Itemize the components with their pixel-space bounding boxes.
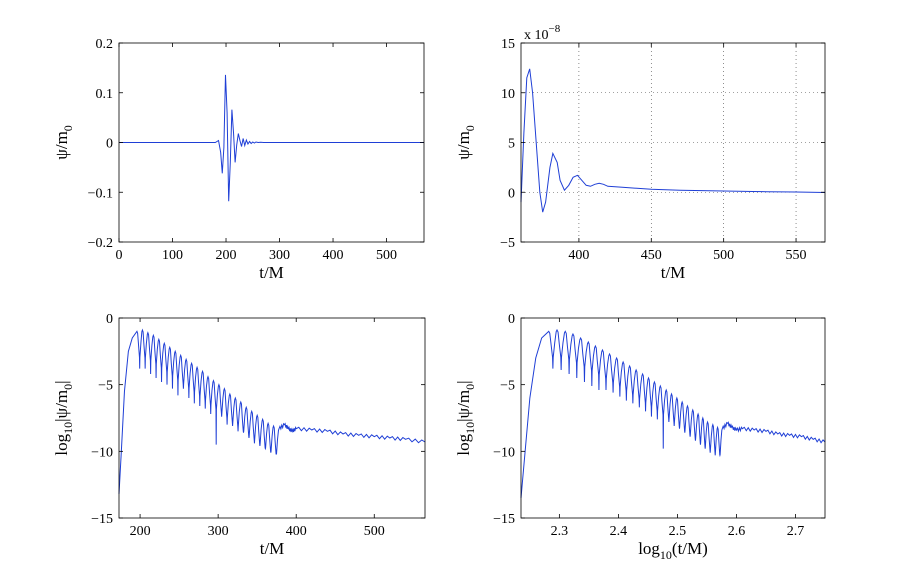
x-tick-label: 400: [323, 248, 344, 263]
x-tick-label: 300: [269, 248, 290, 263]
y-tick-label: −15: [91, 512, 113, 527]
x-tick-label: 550: [786, 248, 807, 263]
y-tick-label: −0.2: [88, 236, 113, 251]
y-tick-label: 10: [501, 87, 515, 102]
y-tick-label: 0: [508, 186, 515, 201]
x-tick-label: 400: [568, 248, 589, 263]
y-tick-label: −15: [493, 512, 515, 527]
y-tick-label: −0.1: [88, 186, 113, 201]
y-axis-label: log10|ψ/m0|: [52, 380, 75, 455]
y-axis-label: ψ/m0: [52, 125, 75, 160]
panel-p3: 200 300 400 500 −15 −10 −5 0 t/M log10|ψ/m0|: [52, 312, 426, 558]
x-axis-label: log10(t/M): [638, 539, 708, 562]
x-tick-label: 2.4: [610, 524, 628, 539]
y-tick-label: −10: [91, 445, 113, 460]
x-tick-label: 450: [641, 248, 662, 263]
panel-p4: 2.3 2.4 2.5 2.6 2.7 −15 −10 −5 0 log10(t/M) log10|…: [454, 312, 826, 562]
y-tick-label: −10: [493, 445, 515, 460]
x-tick-label: 2.3: [551, 524, 569, 539]
y-tick-label: −5: [500, 236, 515, 251]
panel-p2: 400 450 500 550 −5 0 5 10 15 x 10−8 t/M ψ/m0: [454, 23, 826, 282]
y-tick-label: 15: [501, 37, 515, 52]
y-tick-label: −5: [98, 379, 113, 394]
y-tick-label: 0.1: [96, 87, 114, 102]
series-line: [520, 68, 826, 213]
axis-multiplier: x 10−8: [524, 23, 561, 43]
panel-p1: 0 100 200 300 400 500 −0.2 −0.1 0 0.1 0.2 t/M ψ/m0: [52, 37, 425, 282]
x-tick-label: 2.6: [728, 524, 746, 539]
y-tick-label: 0: [106, 312, 113, 327]
y-tick-label: 0: [508, 312, 515, 327]
x-axis-label: t/M: [260, 539, 285, 558]
series-line: [520, 328, 826, 499]
x-tick-label: 500: [376, 248, 397, 263]
y-tick-label: −5: [500, 379, 515, 394]
y-tick-label: 0.2: [96, 37, 114, 52]
x-tick-label: 100: [162, 248, 183, 263]
x-tick-label: 500: [713, 248, 734, 263]
axes-frame: [118, 317, 426, 519]
x-tick-label: 200: [130, 524, 151, 539]
y-tick-label: 0: [106, 137, 113, 152]
x-axis-label: t/M: [259, 263, 284, 282]
series-line: [118, 328, 426, 495]
x-tick-label: 500: [364, 524, 385, 539]
series-line: [119, 74, 424, 202]
x-tick-label: 0: [116, 248, 123, 263]
x-tick-label: 300: [208, 524, 229, 539]
y-axis-label: log10|ψ/m0|: [454, 380, 477, 455]
axes-frame: [520, 317, 826, 519]
y-tick-label: 5: [508, 137, 515, 152]
x-tick-label: 400: [286, 524, 307, 539]
y-axis-label: ψ/m0: [454, 125, 477, 160]
x-tick-label: 2.7: [787, 524, 805, 539]
x-tick-label: 200: [216, 248, 237, 263]
x-tick-label: 2.5: [669, 524, 687, 539]
x-axis-label: t/M: [661, 263, 686, 282]
